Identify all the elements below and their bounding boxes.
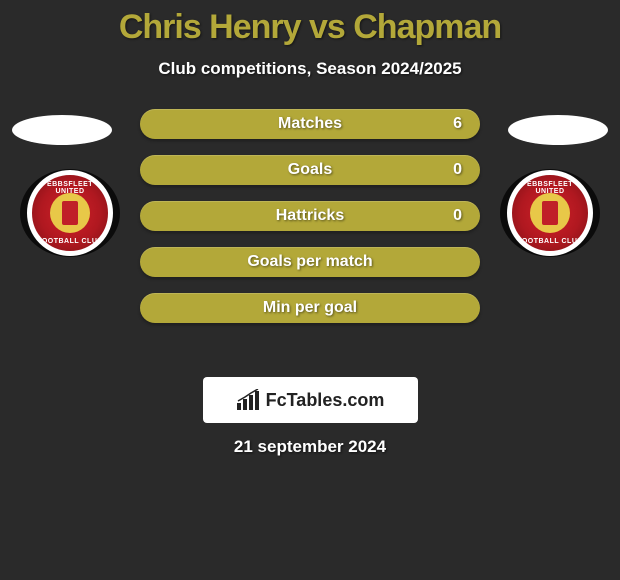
stat-label: Matches	[278, 115, 342, 133]
badge-left-center-icon	[50, 193, 90, 233]
stat-bar-min-per-goal: Min per goal	[140, 293, 480, 323]
bar-chart-icon	[236, 389, 260, 411]
stat-bar-matches: Matches 6	[140, 109, 480, 139]
stat-rows: Matches 6 Goals 0 Hattricks 0 Goals per …	[140, 109, 480, 339]
main-area: EBBSFLEET UNITED FOOTBALL CLUB EBBSFLEET…	[0, 109, 620, 369]
badge-right-center-icon	[530, 193, 570, 233]
club-badge-left-inner: EBBSFLEET UNITED FOOTBALL CLUB	[27, 170, 113, 256]
stat-bar-goals: Goals 0	[140, 155, 480, 185]
stat-label: Goals per match	[247, 253, 372, 271]
branding-text: FcTables.com	[266, 390, 385, 411]
stat-label: Goals	[288, 161, 332, 179]
stat-value-right: 0	[453, 161, 462, 179]
stat-label: Min per goal	[263, 299, 357, 317]
date-text: 21 september 2024	[0, 437, 620, 457]
stat-value-right: 6	[453, 115, 462, 133]
badge-left-bottom-text: FOOTBALL CLUB	[32, 238, 108, 245]
stat-bar-hattricks: Hattricks 0	[140, 201, 480, 231]
club-badge-left: EBBSFLEET UNITED FOOTBALL CLUB	[20, 169, 120, 257]
stat-value-right: 0	[453, 207, 462, 225]
player-head-left	[12, 115, 112, 145]
page-title: Chris Henry vs Chapman	[0, 8, 620, 47]
stat-bar-goals-per-match: Goals per match	[140, 247, 480, 277]
comparison-card: Chris Henry vs Chapman Club competitions…	[0, 0, 620, 457]
stat-label: Hattricks	[276, 207, 344, 225]
page-subtitle: Club competitions, Season 2024/2025	[0, 59, 620, 79]
club-badge-right-inner: EBBSFLEET UNITED FOOTBALL CLUB	[507, 170, 593, 256]
branding-box: FcTables.com	[203, 377, 418, 423]
club-badge-right: EBBSFLEET UNITED FOOTBALL CLUB	[500, 169, 600, 257]
player-head-right	[508, 115, 608, 145]
badge-right-bottom-text: FOOTBALL CLUB	[512, 238, 588, 245]
